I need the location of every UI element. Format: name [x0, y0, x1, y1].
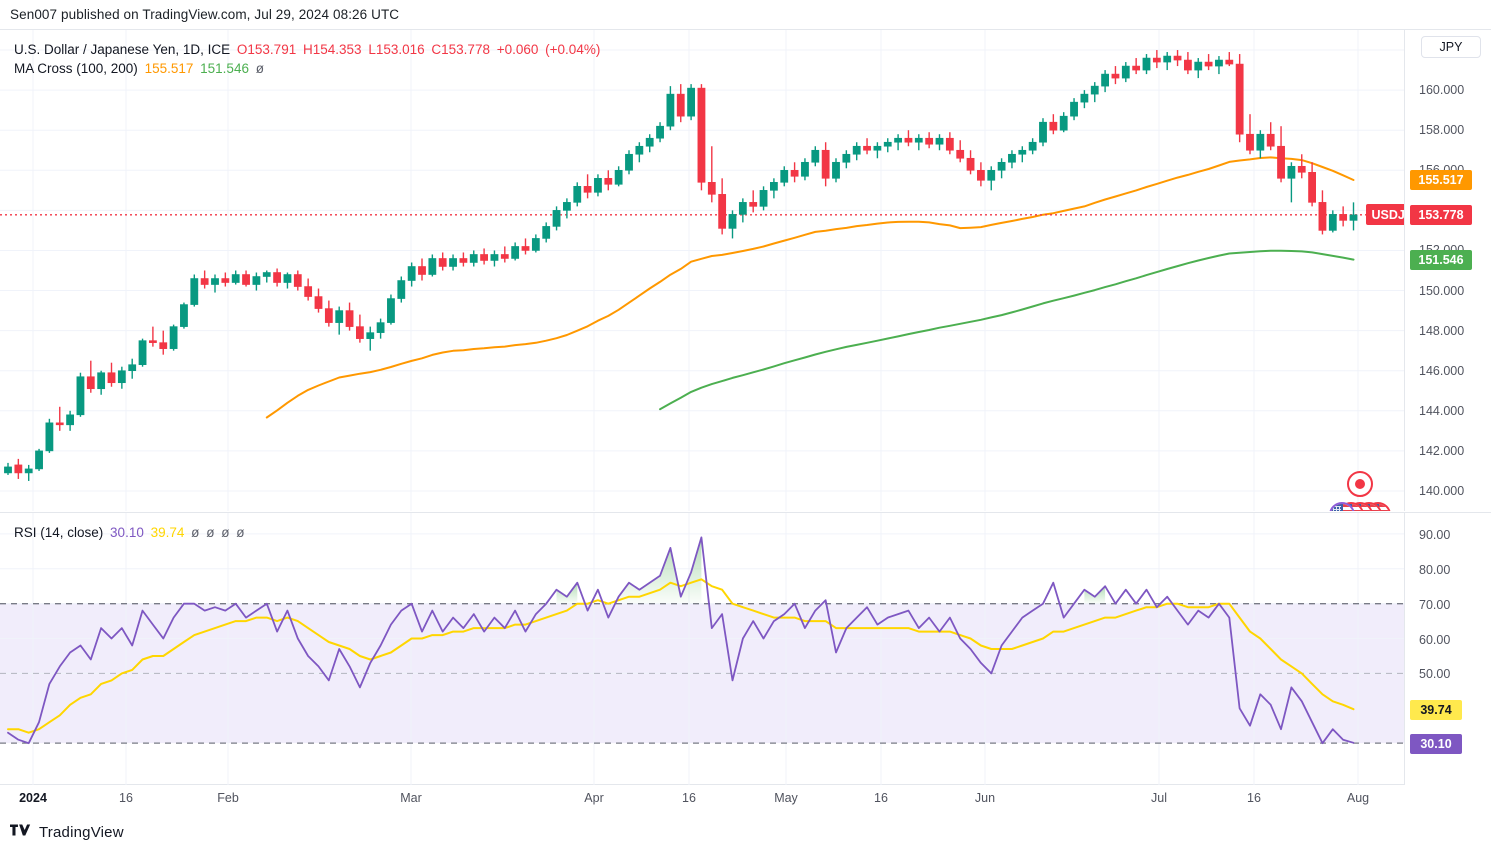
rsi-axis[interactable]: 50.00 60.00 70.00 80.00 90.00 39.74 30.10	[1404, 512, 1491, 785]
ohlc-close-label: C	[431, 42, 442, 57]
japan-flag-icon[interactable]	[1346, 470, 1373, 497]
rsi-tick-label: 50.00	[1419, 667, 1451, 682]
time-tick-label: 16	[119, 791, 133, 805]
tradingview-brand: TradingView	[39, 824, 124, 841]
time-tick-label: Aug	[1346, 791, 1370, 805]
last-price-badge: 153.778	[1410, 204, 1472, 225]
price-tick-label: 144.000	[1419, 403, 1465, 418]
ohlc-open-label: O	[236, 42, 248, 57]
time-tick-label: Jun	[974, 791, 996, 805]
time-tick-label: 16	[874, 791, 888, 805]
ma-null-glyph: ø	[255, 61, 264, 76]
rsi-legend-ma-value: 39.74	[150, 525, 185, 540]
rsi-tick-label: 90.00	[1419, 527, 1451, 542]
rsi-legend-label: RSI (14, close)	[14, 525, 104, 540]
rsi-null-glyph-1: ø	[191, 525, 200, 540]
rsi-tick-label: 70.00	[1419, 597, 1451, 612]
currency-button[interactable]: JPY	[1421, 36, 1481, 58]
time-tick-label: 16	[1247, 791, 1261, 805]
us-flag-icon[interactable]	[1328, 501, 1355, 511]
rsi-legend[interactable]: RSI (14, close) 30.10 39.74 ø ø ø ø	[14, 523, 247, 542]
rsi-tick-label: 80.00	[1419, 562, 1451, 577]
last-price-tag: USDJPY 153.778	[1365, 204, 1405, 226]
rsi-pane[interactable]: RSI (14, close) 30.10 39.74 ø ø ø ø	[0, 512, 1404, 785]
time-tick-label: 2024	[19, 791, 47, 805]
us-flag-canton	[1330, 503, 1343, 511]
rsi-value-badge: 30.10	[1410, 733, 1462, 754]
tradingview-logo-icon	[10, 823, 32, 842]
time-tick-label: May	[774, 791, 798, 805]
time-tick-label: 16	[682, 791, 696, 805]
publisher-line: Sen007 published on TradingView.com, Jul…	[10, 7, 400, 22]
ohlc-high-label: H	[302, 42, 313, 57]
price-legend-symbol[interactable]: U.S. Dollar / Japanese Yen, 1D, ICE O153…	[14, 40, 603, 59]
ohlc-change-pct: (+0.04%)	[545, 42, 601, 57]
time-axis[interactable]: 2024 16 Feb Mar Apr 16 May 16 Jun Jul 16 Aug	[0, 786, 1491, 816]
ohlc-close: 153.778	[441, 42, 490, 57]
rsi-legend-value: 30.10	[110, 525, 144, 540]
rsi-null-glyph-2: ø	[206, 525, 215, 540]
footer: TradingView	[10, 823, 124, 842]
price-tick-label: 150.000	[1419, 283, 1465, 298]
price-plot[interactable]	[0, 30, 1404, 511]
price-axis[interactable]: JPY 140.000 142.000 144.000 146.000 148.000 1…	[1404, 30, 1491, 511]
rsi-tick-label: 60.00	[1419, 632, 1451, 647]
price-tick-label: 142.000	[1419, 443, 1465, 458]
ma-fast-value: 155.517	[144, 61, 194, 76]
price-tick-label: 148.000	[1419, 323, 1465, 338]
rsi-ma-badge: 39.74	[1410, 700, 1462, 721]
ohlc-low-label: L	[368, 42, 376, 57]
us-flag-stripes	[1330, 503, 1353, 511]
price-pane[interactable]: U.S. Dollar / Japanese Yen, 1D, ICE O153…	[0, 30, 1404, 511]
ma-cross-legend[interactable]: MA Cross (100, 200) 155.517 151.546 ø	[14, 59, 267, 78]
rsi-null-glyph-4: ø	[236, 525, 245, 540]
ma-fast-badge: 155.517	[1410, 169, 1472, 190]
price-tick-label: 140.000	[1419, 483, 1465, 498]
price-tick-label: 146.000	[1419, 363, 1465, 378]
ma-cross-label: MA Cross (100, 200)	[14, 61, 138, 76]
symbol-label: U.S. Dollar / Japanese Yen, 1D, ICE	[14, 42, 231, 57]
rsi-plot[interactable]	[0, 513, 1404, 785]
ohlc-low: 153.016	[375, 42, 425, 57]
ohlc-open: 153.791	[247, 42, 297, 57]
ohlc-high: 154.353	[312, 42, 362, 57]
time-tick-label: Feb	[217, 791, 239, 805]
time-tick-label: Mar	[400, 791, 422, 805]
chart-frame: U.S. Dollar / Japanese Yen, 1D, ICE O153…	[0, 29, 1491, 785]
japan-flag-disc	[1354, 478, 1365, 489]
last-price-symbol: USDJPY	[1371, 207, 1405, 222]
price-tick-label: 160.000	[1419, 83, 1465, 98]
economic-event-flags[interactable]	[1328, 470, 1399, 511]
ma-slow-badge: 151.546	[1410, 249, 1472, 270]
time-tick-label: Apr	[584, 791, 604, 805]
ohlc-change: +0.060	[496, 42, 539, 57]
time-tick-label: Jul	[1151, 791, 1167, 805]
rsi-null-glyph-3: ø	[221, 525, 230, 540]
price-tick-label: 158.000	[1419, 123, 1465, 138]
ma-slow-value: 151.546	[200, 61, 249, 76]
